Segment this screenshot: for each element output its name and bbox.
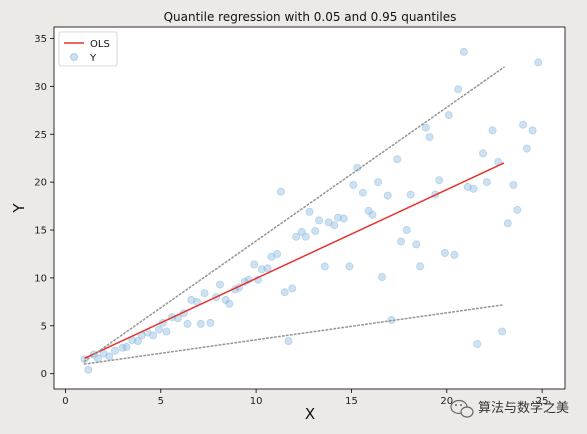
wechat-icon (450, 399, 474, 418)
scatter-point (311, 226, 320, 235)
scatter-point (257, 265, 266, 274)
scatter-point (406, 190, 415, 199)
scatter-point (162, 327, 171, 336)
ols-line (84, 162, 505, 360)
scatter-point (330, 221, 339, 230)
scatter-point (206, 318, 215, 327)
scatter-point (305, 207, 314, 216)
legend: OLS Y (58, 31, 118, 67)
scatter-point (498, 327, 507, 336)
scatter-point (509, 180, 518, 189)
watermark: 算法与数学之美 (450, 399, 569, 418)
scatter-point (459, 47, 468, 56)
x-tick-label: 20 (440, 396, 453, 407)
x-tick-label: 15 (345, 396, 358, 407)
scatter-point (368, 210, 377, 219)
y-tick-label: 20 (34, 178, 47, 189)
scatter-point (473, 339, 482, 348)
scatter-point (469, 184, 478, 193)
y-tick-label: 15 (34, 226, 47, 237)
scatter-point (377, 272, 386, 281)
scatter-point (133, 337, 142, 346)
scatter-point (503, 219, 512, 228)
scatter-point (519, 120, 528, 129)
watermark-text: 算法与数学之美 (478, 400, 569, 416)
y-axis-ticks: 0 5 10 15 20 25 30 35 (34, 34, 54, 380)
chart-title: Quantile regression with 0.05 and 0.95 q… (164, 10, 457, 24)
scatter-point (284, 337, 293, 346)
lower-quantile-line (83, 303, 505, 365)
scatter-point (280, 288, 289, 297)
scatter-point (288, 284, 297, 293)
scatter-point (488, 126, 497, 135)
scatter-point (450, 250, 459, 259)
x-tick-label: 0 (62, 396, 68, 407)
scatter-point (276, 187, 285, 196)
scatter-point (339, 214, 348, 223)
legend-y-label: Y (89, 53, 97, 64)
x-axis-label: X (305, 405, 315, 423)
scatter-point (225, 299, 234, 308)
scatter-point (122, 342, 131, 351)
y-tick-label: 25 (34, 130, 47, 141)
scatter-point (358, 188, 367, 197)
scatter-point (250, 260, 259, 269)
scatter-point (200, 289, 209, 298)
scatter-point (154, 325, 163, 334)
scatter-point (528, 126, 537, 135)
x-axis-ticks: 0 5 10 15 20 25 (62, 389, 548, 407)
scatter-point (374, 178, 383, 187)
scatter-point (263, 264, 272, 273)
scatter-point (416, 262, 425, 271)
scatter-point (111, 346, 120, 355)
legend-y-swatch (70, 53, 78, 61)
upper-quantile-line (83, 66, 505, 363)
x-tick-label: 5 (158, 396, 164, 407)
scatter-point (215, 280, 224, 289)
y-tick-label: 5 (41, 321, 47, 332)
scatter-point (425, 133, 434, 142)
scatter-point (444, 111, 453, 120)
y-tick-label: 10 (34, 273, 47, 284)
scatter-point (482, 178, 491, 187)
scatter-point (402, 225, 411, 234)
scatter-point (273, 249, 282, 258)
regression-lines (83, 66, 505, 365)
scatter-point (196, 319, 205, 328)
scatter-point (393, 155, 402, 164)
scatter-point (396, 237, 405, 246)
scatter-point (345, 262, 354, 271)
scatter-point (534, 58, 543, 67)
scatter-point (454, 85, 463, 94)
scatter-point (334, 213, 343, 222)
y-axis-label: Y (10, 203, 28, 214)
scatter-points (80, 47, 543, 374)
scatter-point (522, 144, 531, 153)
y-tick-label: 30 (34, 82, 47, 93)
scatter-point (301, 232, 310, 241)
scatter-point (105, 352, 114, 361)
scatter-point (478, 149, 487, 158)
scatter-point (383, 191, 392, 200)
scatter-point (421, 123, 430, 132)
scatter-point (440, 248, 449, 257)
scatter-point (320, 262, 329, 271)
scatter-point (513, 205, 522, 214)
y-tick-label: 0 (41, 369, 47, 380)
scatter-point (349, 180, 358, 189)
scatter-point (412, 240, 421, 249)
legend-ols-label: OLS (90, 39, 110, 50)
x-tick-label: 25 (536, 396, 549, 407)
x-tick-label: 10 (250, 396, 263, 407)
scatter-point (183, 319, 192, 328)
scatter-point (314, 216, 323, 225)
y-tick-label: 35 (34, 34, 47, 45)
scatter-point (149, 331, 158, 340)
legend-box (58, 31, 118, 67)
scatter-point (435, 176, 444, 185)
scatter-point (84, 365, 93, 374)
scatter-point (292, 232, 301, 241)
